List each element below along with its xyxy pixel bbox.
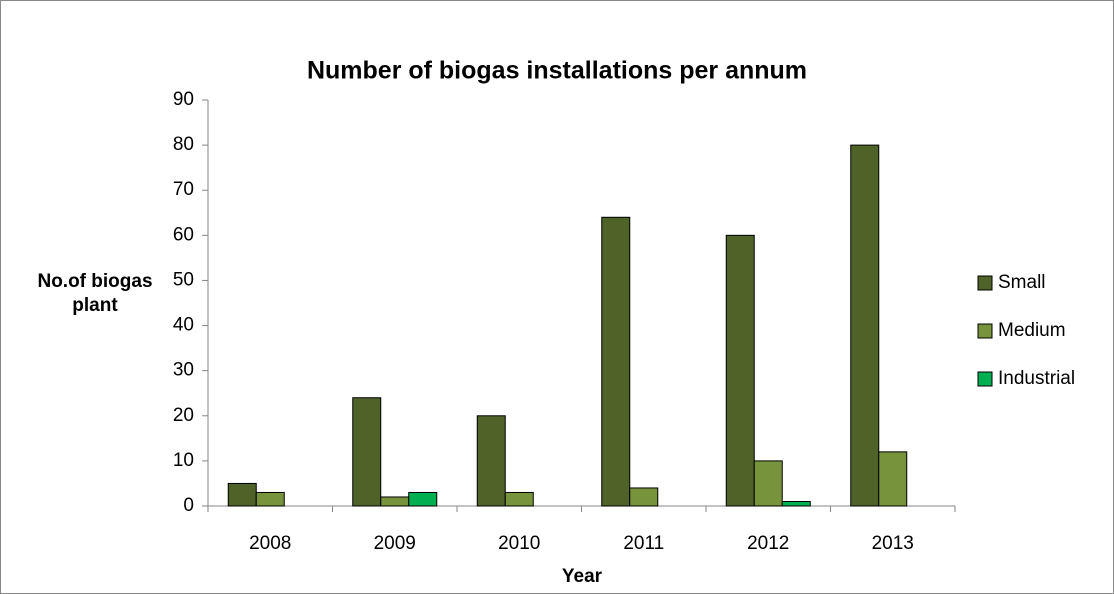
y-tick-label: 0 — [183, 495, 194, 516]
y-axis-label: No.of biogas plant — [37, 271, 153, 316]
bar — [629, 487, 659, 507]
bar — [255, 491, 285, 507]
bar — [725, 234, 755, 507]
y-tick-label: 60 — [173, 224, 194, 245]
x-tick-label: 2013 — [872, 533, 914, 554]
bar — [781, 500, 811, 507]
legend-label: Small — [998, 272, 1046, 293]
y-tick-label: 80 — [173, 134, 194, 155]
x-tick-label: 2012 — [747, 533, 789, 554]
legend-label: Medium — [998, 320, 1066, 341]
x-tick-label: 2011 — [623, 533, 664, 554]
x-tick-label: 2010 — [498, 533, 540, 554]
y-tick-label: 90 — [173, 89, 194, 110]
x-tick-label: 2008 — [249, 533, 291, 554]
legend-swatch — [977, 371, 993, 387]
y-tick-label: 50 — [173, 269, 194, 290]
bar — [476, 415, 506, 507]
bar — [408, 491, 438, 507]
legend-label: Industrial — [998, 368, 1075, 389]
x-axis-label: Year — [562, 566, 603, 587]
bar — [850, 144, 880, 507]
bar — [601, 216, 631, 507]
legend-swatch — [977, 275, 993, 291]
y-tick-label: 20 — [173, 405, 194, 426]
bar — [352, 397, 382, 507]
y-tick-label: 40 — [173, 315, 194, 336]
bar — [504, 491, 534, 507]
legend-swatch — [977, 323, 993, 339]
x-tick-label: 2009 — [374, 533, 416, 554]
y-tick-label: 30 — [173, 360, 194, 381]
bar — [227, 482, 257, 507]
bar — [878, 451, 908, 507]
bar — [380, 496, 410, 507]
y-tick-label: 70 — [173, 179, 194, 200]
bar — [753, 460, 783, 507]
chart-title: Number of biogas installations per annum — [307, 57, 807, 85]
y-tick-label: 10 — [173, 450, 194, 471]
